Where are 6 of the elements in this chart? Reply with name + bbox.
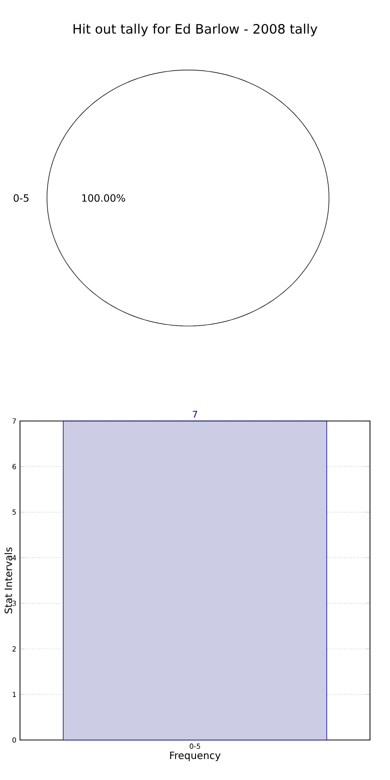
y-axis-title: Stat Intervals [4, 548, 12, 614]
data-label: 100.00% [82, 194, 126, 202]
data-label: 7 [192, 410, 198, 418]
chart-title: Hit out tally for Ed Barlow - 2008 tally [74, 24, 318, 36]
x-axis-title: Frequency [170, 752, 221, 762]
slice-label: 0-5 [14, 194, 28, 202]
